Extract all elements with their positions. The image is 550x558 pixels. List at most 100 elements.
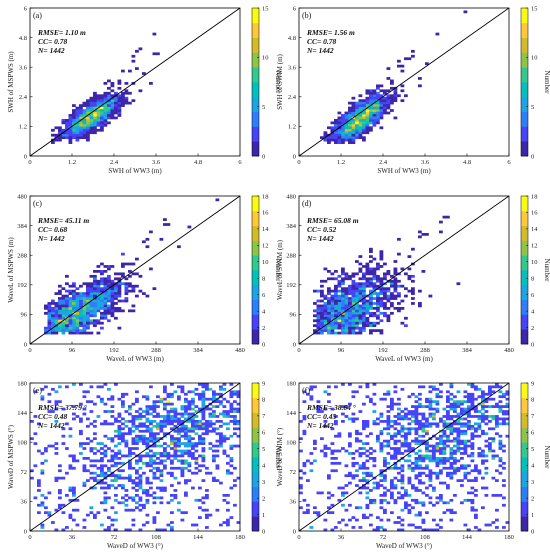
heatmap-cell <box>365 279 370 283</box>
heatmap-cell <box>142 415 146 418</box>
heatmap-cell <box>68 513 73 517</box>
heatmap-cell <box>362 513 366 517</box>
heatmap-cell <box>407 395 412 399</box>
heatmap-cell <box>386 415 391 418</box>
heatmap-cell <box>386 96 391 100</box>
heatmap-cell <box>491 397 496 401</box>
heatmap-cell <box>170 383 174 386</box>
heatmap-cell <box>302 390 307 394</box>
heatmap-cell <box>205 432 209 436</box>
heatmap-cell <box>302 429 307 433</box>
colorbar-swatch <box>521 203 528 208</box>
heatmap-cell <box>362 284 366 288</box>
heatmap-cell <box>355 272 359 276</box>
heatmap-cell <box>233 415 237 418</box>
heatmap-cell <box>75 319 80 323</box>
heatmap-cell <box>110 523 115 527</box>
y-tick-label: 4.8 <box>19 35 27 42</box>
colorbar-swatch <box>252 11 259 16</box>
heatmap-cell <box>323 307 328 310</box>
colorbar-tick-label: 3 <box>531 479 534 486</box>
heatmap-cell <box>372 459 377 463</box>
heatmap-cell <box>418 481 422 485</box>
heatmap-cell <box>86 479 90 482</box>
heatmap-cell <box>316 311 321 315</box>
colorbar-swatch <box>521 85 528 90</box>
heatmap-cell <box>320 284 324 288</box>
heatmap-cell <box>114 417 118 421</box>
heatmap-cell <box>358 277 363 281</box>
heatmap-cell <box>400 528 405 532</box>
heatmap-cell <box>170 415 174 418</box>
heatmap-cell <box>86 299 90 303</box>
heatmap-cell <box>435 387 440 391</box>
heatmap-cell <box>135 476 139 480</box>
heatmap-cell <box>44 459 48 463</box>
heatmap-cell <box>163 415 167 418</box>
heatmap-cell <box>107 311 111 315</box>
colorbar-swatch <box>521 93 528 98</box>
heatmap-cell <box>47 392 52 396</box>
heatmap-cell <box>344 405 349 408</box>
heatmap-cell <box>362 476 366 480</box>
heatmap-cell <box>159 415 164 418</box>
heatmap-cell <box>145 501 150 505</box>
heatmap-cell <box>68 131 73 135</box>
heatmap-cell <box>369 282 373 286</box>
heatmap-cell <box>351 131 356 135</box>
heatmap-cell <box>495 420 499 423</box>
heatmap-cell <box>138 429 143 433</box>
heatmap-cell <box>89 128 94 132</box>
heatmap-cell <box>121 104 125 107</box>
heatmap-cell <box>236 392 241 396</box>
heatmap-cell <box>117 282 122 286</box>
heatmap-cell <box>107 79 111 83</box>
x-tick-label: 0 <box>28 347 31 354</box>
heatmap-cell <box>397 397 401 401</box>
heatmap-cell <box>201 447 206 450</box>
heatmap-cell <box>82 331 87 335</box>
heatmap-cell <box>89 439 94 443</box>
heatmap-cell <box>369 397 373 401</box>
heatmap-cell <box>79 109 83 112</box>
heatmap-cell <box>40 494 45 497</box>
colorbar-swatch <box>252 408 259 413</box>
heatmap-cell <box>320 329 324 332</box>
heatmap-cell <box>145 452 150 455</box>
heatmap-cell <box>177 454 181 458</box>
heatmap-cell <box>68 329 73 332</box>
heatmap-cell <box>205 383 209 386</box>
heatmap-cell <box>191 402 195 406</box>
heatmap-cell <box>79 319 83 323</box>
heatmap-cell <box>344 133 349 137</box>
heatmap-cell <box>414 442 419 445</box>
heatmap-cell <box>180 449 185 453</box>
heatmap-cell <box>446 417 450 421</box>
heatmap-cell <box>152 466 157 470</box>
heatmap-cell <box>404 449 408 453</box>
heatmap-cell <box>369 121 373 125</box>
heatmap-cell <box>446 471 450 475</box>
heatmap-cell <box>170 494 174 497</box>
heatmap-cell <box>191 429 195 433</box>
heatmap-cell <box>159 454 164 458</box>
heatmap-cell <box>369 452 373 455</box>
heatmap-cell <box>72 282 76 286</box>
heatmap-cell <box>131 429 136 433</box>
heatmap-cell <box>219 439 223 443</box>
heatmap-cell <box>334 469 338 473</box>
heatmap-cell <box>107 86 111 90</box>
colorbar-swatch <box>252 401 259 406</box>
heatmap-cell <box>107 496 111 500</box>
colorbar-swatch <box>521 41 528 46</box>
heatmap-cell <box>152 405 157 408</box>
heatmap-cell <box>212 390 216 394</box>
heatmap-cell <box>89 321 94 325</box>
heatmap-cell <box>68 498 73 502</box>
heatmap-cell <box>498 390 503 394</box>
heatmap-cell <box>376 94 380 98</box>
heatmap-cell <box>369 471 373 475</box>
heatmap-cell <box>93 479 97 482</box>
heatmap-cell <box>61 121 66 125</box>
